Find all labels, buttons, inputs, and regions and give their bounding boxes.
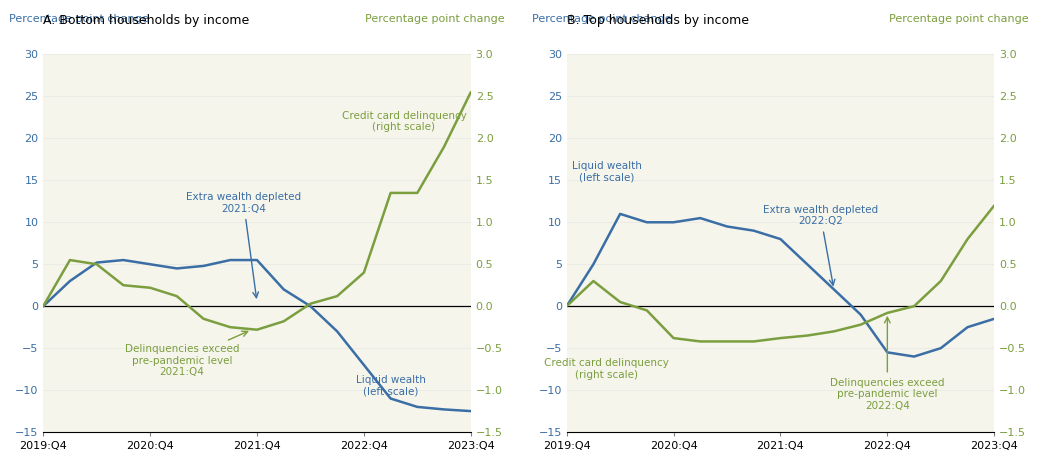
Text: Credit card delinquency
(right scale): Credit card delinquency (right scale)	[341, 111, 466, 133]
Text: Credit card delinquency
(right scale): Credit card delinquency (right scale)	[544, 359, 669, 380]
Text: B. Top households by income: B. Top households by income	[567, 14, 749, 27]
Text: Extra wealth depleted
2021:Q4: Extra wealth depleted 2021:Q4	[186, 193, 302, 298]
Text: Percentage point change: Percentage point change	[9, 14, 149, 24]
Text: Percentage point change: Percentage point change	[365, 14, 505, 24]
Text: Percentage point change: Percentage point change	[532, 14, 672, 24]
Text: A. Bottom households by income: A. Bottom households by income	[44, 14, 250, 27]
Text: Delinquencies exceed
pre-pandemic level
2022:Q4: Delinquencies exceed pre-pandemic level …	[830, 317, 944, 411]
Text: Extra wealth depleted
2022:Q2: Extra wealth depleted 2022:Q2	[763, 205, 878, 285]
Text: Percentage point change: Percentage point change	[889, 14, 1029, 24]
Text: Liquid wealth
(left scale): Liquid wealth (left scale)	[356, 375, 425, 397]
Text: Liquid wealth
(left scale): Liquid wealth (left scale)	[572, 161, 642, 183]
Text: Delinquencies exceed
pre-pandemic level
2021:Q4: Delinquencies exceed pre-pandemic level …	[125, 331, 248, 377]
